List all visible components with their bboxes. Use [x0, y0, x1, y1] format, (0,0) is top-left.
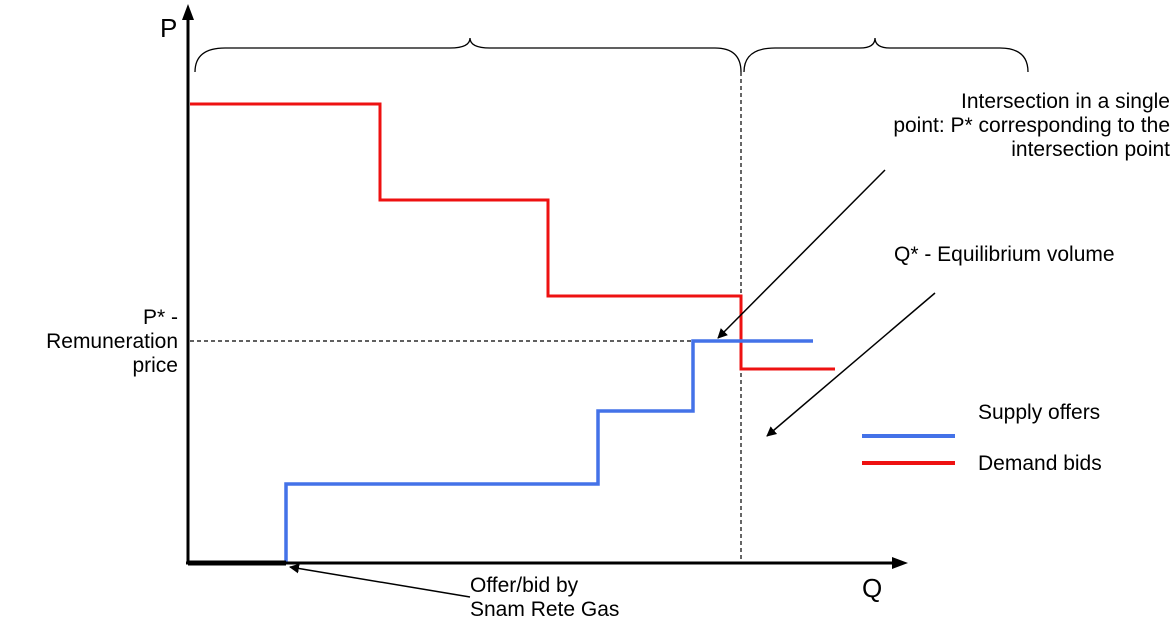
- brace-right: [743, 37, 1029, 73]
- p-star-label: P* - Remuneration price: [46, 306, 178, 377]
- y-axis-arrowhead: [182, 4, 194, 20]
- x-axis-label: Q: [862, 573, 883, 603]
- x-axis-arrowhead: [892, 557, 908, 569]
- brace-left: [194, 37, 742, 73]
- q-star-arrow: [766, 292, 936, 437]
- snam-label: Offer/bid by Snam Rete Gas: [470, 574, 620, 621]
- legend-supply-label: Supply offers: [978, 401, 1101, 424]
- legend-demand-label: Demand bids: [978, 452, 1102, 475]
- intersection-label: Intersection in a single point: P* corre…: [893, 90, 1170, 161]
- y-axis-label: P: [160, 13, 178, 43]
- q-star-label: Q* - Equilibrium volume: [894, 243, 1115, 266]
- intersection-arrow: [717, 169, 886, 339]
- demand-curve: [190, 102, 835, 371]
- snam-arrow: [289, 563, 471, 598]
- supply-curve: [284, 339, 813, 563]
